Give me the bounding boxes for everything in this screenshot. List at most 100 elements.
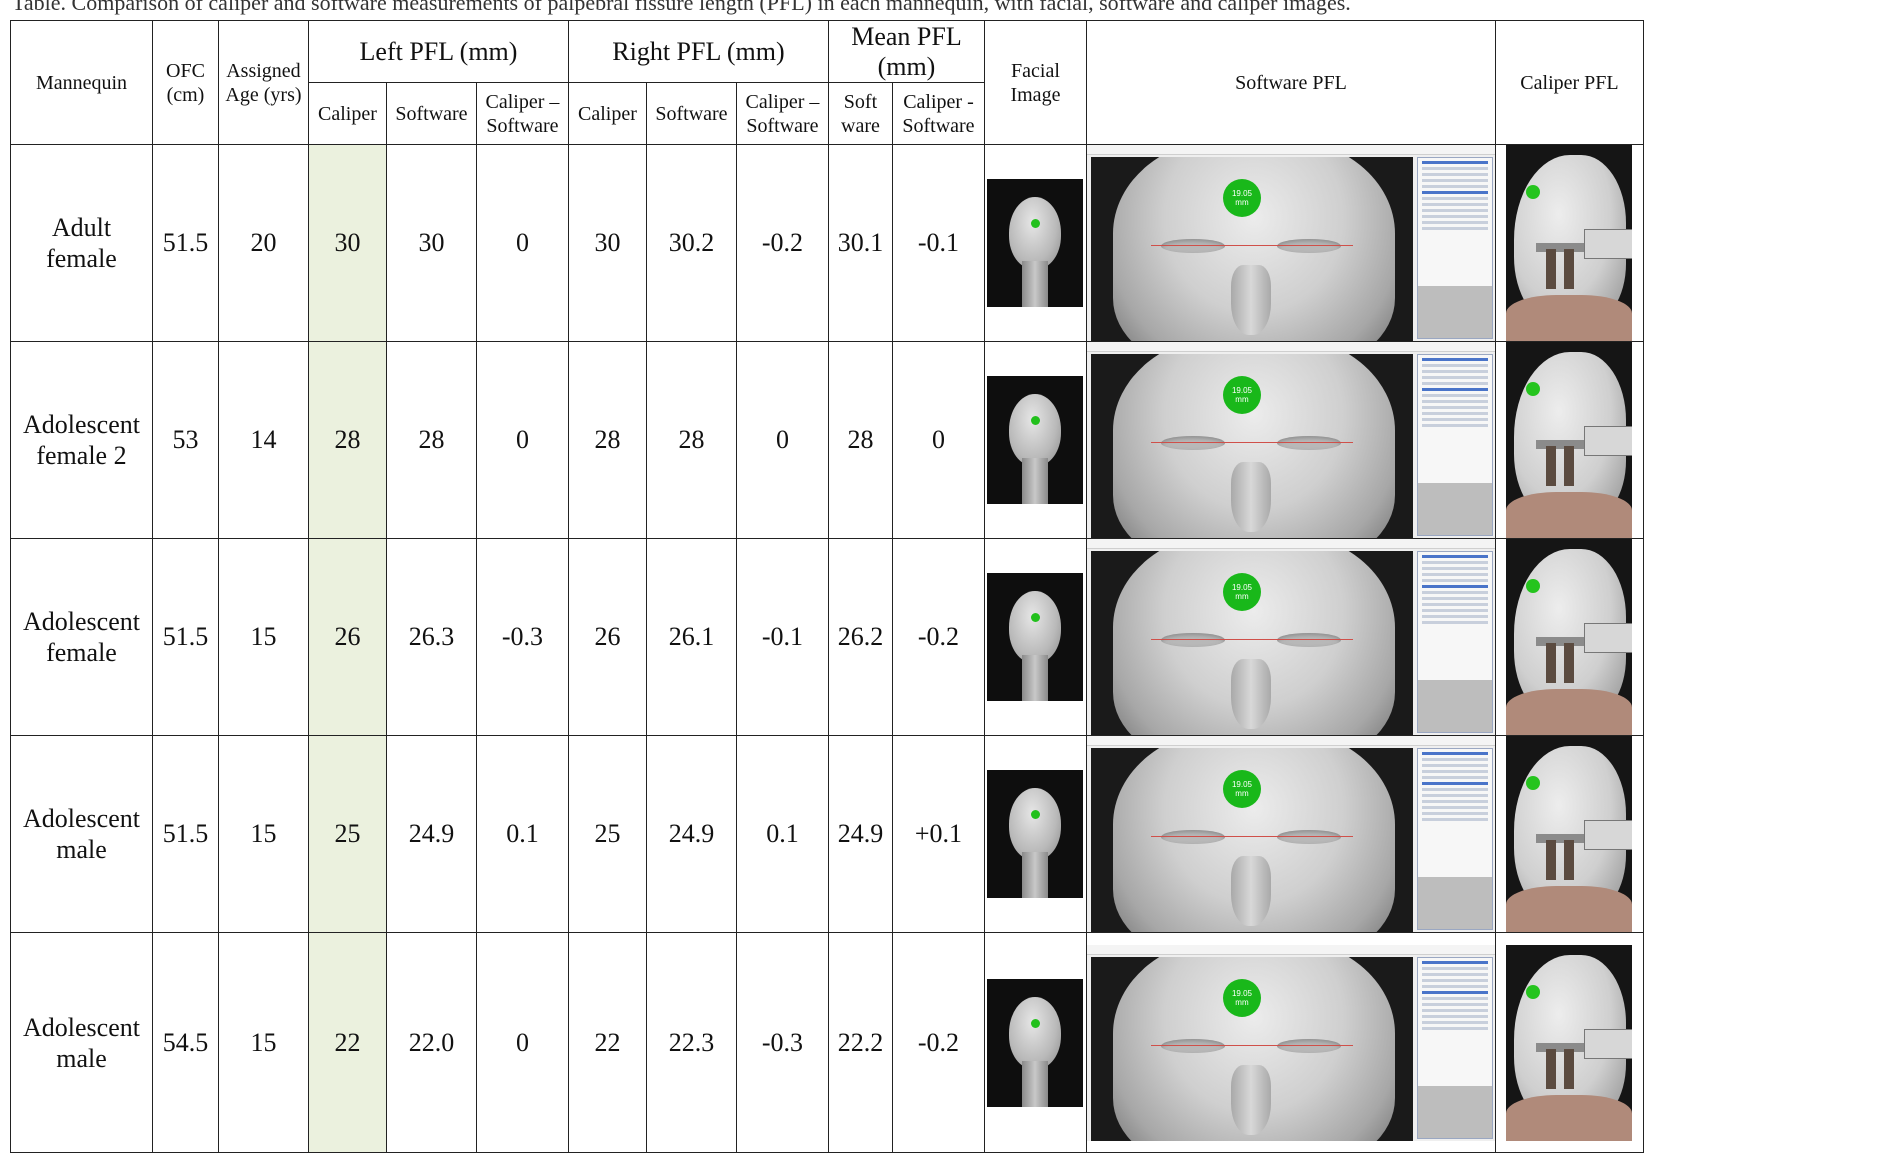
facial-image-cell <box>983 341 1087 539</box>
mean-software-cell: 24.9 <box>827 735 893 933</box>
age-cell: 20 <box>217 144 309 342</box>
mean-diff-cell: -0.2 <box>891 932 985 1153</box>
mean-diff-cell: -0.2 <box>891 538 985 736</box>
table-row: Adolescent male 54.5 15 22 22.0 0 22 22.… <box>10 932 1644 1153</box>
header-left-pfl: Left PFL (mm) <box>307 20 569 83</box>
left-software-cell: 30 <box>385 144 477 342</box>
software-screenshot: 19.05 mm <box>1086 145 1495 341</box>
left-software-cell: 24.9 <box>385 735 477 933</box>
header-facial-image: Facial Image <box>983 20 1087 145</box>
mean-software-cell: 26.2 <box>827 538 893 736</box>
left-caliper-cell: 22 <box>307 932 387 1153</box>
age-cell: 15 <box>217 932 309 1153</box>
age-cell: 15 <box>217 735 309 933</box>
header-software-pfl: Software PFL <box>1085 20 1496 145</box>
mean-software-cell: 22.2 <box>827 932 893 1153</box>
left-caliper-cell: 25 <box>307 735 387 933</box>
table-row: Adolescent female 2 53 14 28 28 0 28 28 … <box>10 341 1644 539</box>
mean-diff-cell: +0.1 <box>891 735 985 933</box>
facial-image <box>987 978 1084 1107</box>
caliper-photo <box>1506 342 1633 538</box>
pfl-comparison-table: Mannequin OFC (cm) Assigned Age (yrs) Le… <box>10 20 1644 1153</box>
caliper-photo <box>1506 736 1633 932</box>
left-diff-cell: -0.3 <box>475 538 569 736</box>
caliper-pfl-cell <box>1494 538 1644 736</box>
right-diff-cell: -0.3 <box>735 932 829 1153</box>
measurement-badge: 19.05 mm <box>1222 179 1261 217</box>
right-caliper-cell: 30 <box>567 144 647 342</box>
left-software-cell: 28 <box>385 341 477 539</box>
header-row-top: Mannequin OFC (cm) Assigned Age (yrs) Le… <box>10 20 1644 145</box>
measurement-badge: 19.05 mm <box>1222 573 1261 611</box>
header-left-software: Software <box>385 82 477 145</box>
right-diff-cell: -0.1 <box>735 538 829 736</box>
left-software-cell: 26.3 <box>385 538 477 736</box>
facial-image-cell <box>983 932 1087 1153</box>
right-caliper-cell: 25 <box>567 735 647 933</box>
right-caliper-cell: 26 <box>567 538 647 736</box>
header-left-caliper: Caliper <box>307 82 387 145</box>
header-right-software: Software <box>645 82 737 145</box>
software-pfl-cell: 19.05 mm <box>1085 735 1496 933</box>
software-pfl-cell: 19.05 mm <box>1085 538 1496 736</box>
table-row: Adolescent female 51.5 15 26 26.3 -0.3 2… <box>10 538 1644 736</box>
age-cell: 15 <box>217 538 309 736</box>
facial-image <box>987 573 1084 701</box>
software-pfl-cell: 19.05 mm <box>1085 932 1496 1153</box>
mannequin-cell: Adolescent male <box>10 735 153 933</box>
facial-image-cell <box>983 144 1087 342</box>
caliper-pfl-cell <box>1494 932 1644 1153</box>
right-software-cell: 28 <box>645 341 737 539</box>
facial-image <box>987 179 1084 307</box>
right-caliper-cell: 28 <box>567 341 647 539</box>
header-right-pfl: Right PFL (mm) <box>567 20 829 83</box>
software-pfl-cell: 19.05 mm <box>1085 341 1496 539</box>
header-caliper-pfl: Caliper PFL <box>1494 20 1644 145</box>
facial-image <box>987 770 1084 898</box>
header-right-diff: Caliper – Software <box>735 82 829 145</box>
software-screenshot: 19.05 mm <box>1086 342 1495 538</box>
right-diff-cell: 0.1 <box>735 735 829 933</box>
header-mean-pfl: Mean PFL (mm) <box>827 20 985 83</box>
caliper-pfl-cell <box>1494 735 1644 933</box>
software-screenshot: 19.05 mm <box>1086 736 1495 932</box>
right-software-cell: 30.2 <box>645 144 737 342</box>
caliper-pfl-cell <box>1494 341 1644 539</box>
mean-software-cell: 28 <box>827 341 893 539</box>
table-row: Adolescent male 51.5 15 25 24.9 0.1 25 2… <box>10 735 1644 933</box>
right-diff-cell: -0.2 <box>735 144 829 342</box>
mannequin-cell: Adolescent female <box>10 538 153 736</box>
software-pfl-cell: 19.05 mm <box>1085 144 1496 342</box>
header-ofc: OFC (cm) <box>151 20 219 145</box>
left-diff-cell: 0 <box>475 341 569 539</box>
ofc-cell: 51.5 <box>151 538 219 736</box>
ofc-cell: 54.5 <box>151 932 219 1153</box>
right-software-cell: 22.3 <box>645 932 737 1153</box>
table-caption: Table. Comparison of caliper and softwar… <box>12 0 1351 15</box>
left-caliper-cell: 26 <box>307 538 387 736</box>
ofc-cell: 51.5 <box>151 144 219 342</box>
age-cell: 14 <box>217 341 309 539</box>
left-diff-cell: 0.1 <box>475 735 569 933</box>
left-caliper-cell: 28 <box>307 341 387 539</box>
measurement-badge: 19.05 mm <box>1222 770 1261 808</box>
mannequin-cell: Adult female <box>10 144 153 342</box>
measurement-badge: 19.05 mm <box>1222 376 1261 414</box>
measurement-badge: 19.05 mm <box>1222 978 1261 1017</box>
mannequin-cell: Adolescent male <box>10 932 153 1153</box>
facial-image-cell <box>983 538 1087 736</box>
right-software-cell: 26.1 <box>645 538 737 736</box>
header-assigned-age: Assigned Age (yrs) <box>217 20 309 145</box>
software-screenshot: 19.05 mm <box>1086 539 1495 735</box>
mean-software-cell: 30.1 <box>827 144 893 342</box>
header-mannequin: Mannequin <box>10 20 153 145</box>
caliper-photo <box>1506 145 1633 341</box>
table-row: Adult female 51.5 20 30 30 0 30 30.2 -0.… <box>10 144 1644 342</box>
header-mean-software: Soft ware <box>827 82 893 145</box>
caliper-pfl-cell <box>1494 144 1644 342</box>
facial-image <box>987 376 1084 504</box>
ofc-cell: 53 <box>151 341 219 539</box>
left-caliper-cell: 30 <box>307 144 387 342</box>
left-diff-cell: 0 <box>475 144 569 342</box>
right-caliper-cell: 22 <box>567 932 647 1153</box>
